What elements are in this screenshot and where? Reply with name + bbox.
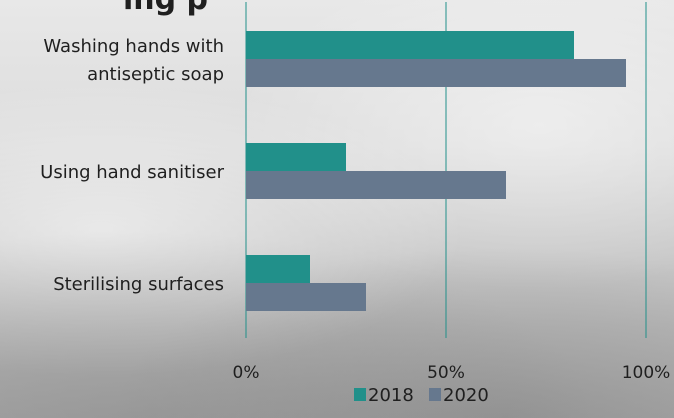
chart-title: ing p	[123, 0, 208, 17]
category-label: Using hand sanitiser	[40, 162, 224, 183]
category-label: Washing hands with antiseptic soap	[43, 36, 224, 85]
category-label: Sterilising surfaces	[53, 274, 224, 295]
bar-2020-2	[246, 283, 366, 311]
bar-2020-1	[246, 171, 506, 199]
bar-2018-2	[246, 255, 310, 283]
x-tick-label: 50%	[427, 363, 465, 383]
legend-label-2018: 2018	[368, 385, 414, 406]
bar-2018-0	[246, 31, 574, 59]
legend-swatch-2020	[429, 388, 441, 401]
legend-swatch-2018	[354, 388, 366, 401]
bar-2020-0	[246, 59, 626, 87]
legend-label-2020: 2020	[443, 385, 489, 406]
x-tick-label: 0%	[233, 363, 260, 383]
x-tick-label: 100%	[622, 363, 671, 383]
bar-2018-1	[246, 143, 346, 171]
